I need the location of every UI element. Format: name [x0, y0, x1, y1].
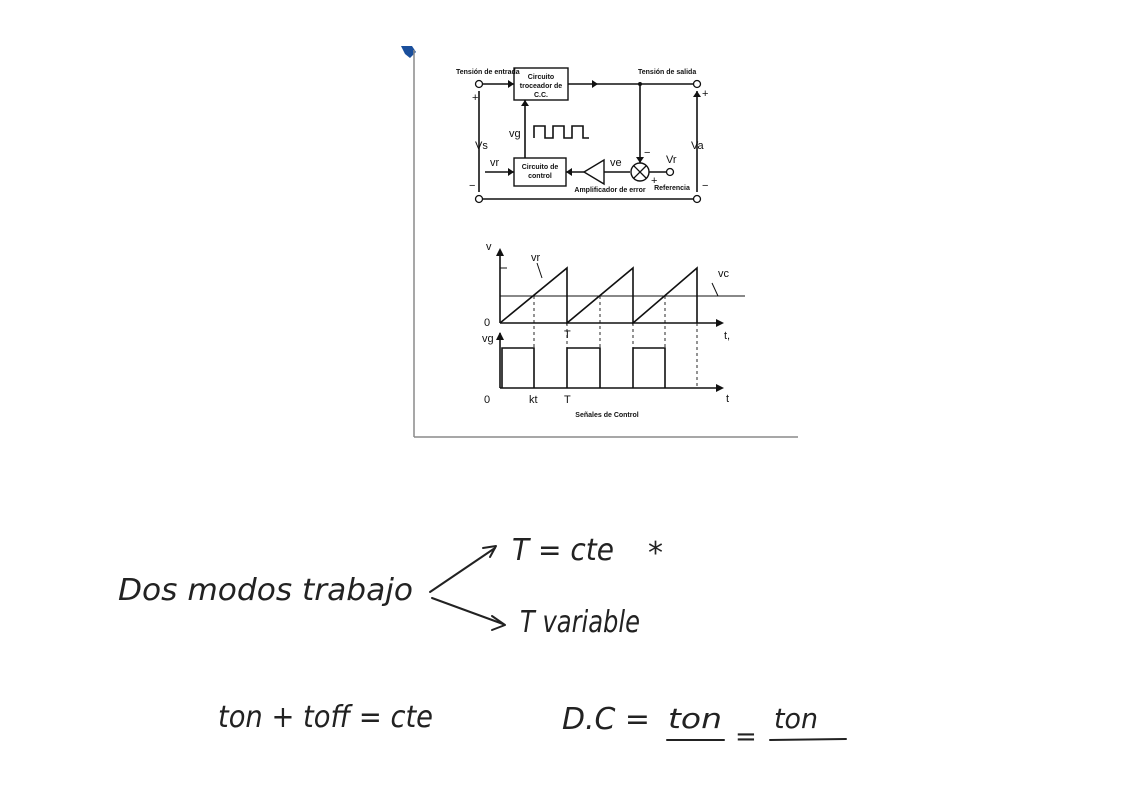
- vs-label: Vs: [475, 140, 488, 152]
- kt-label: kt: [529, 394, 538, 406]
- vr-input-label: vr: [490, 157, 500, 169]
- caption: Señales de Control: [575, 412, 638, 419]
- chopper-block: [513, 67, 569, 101]
- note-ton-toff: ton + toff = cte: [218, 700, 433, 735]
- va-minus: −: [702, 180, 708, 192]
- pin-icon[interactable]: [401, 46, 416, 58]
- note-equals: =: [735, 722, 757, 752]
- v-axis-label: v: [486, 241, 492, 253]
- vr-wave-label: vr: [531, 252, 541, 264]
- note-star: *: [648, 536, 663, 571]
- chopper-line-2: troceador de: [520, 83, 563, 90]
- block-diagram: Circuito troceador de C.C. vg Circuito d…: [456, 67, 708, 204]
- vr-ref-label: Vr: [666, 154, 677, 166]
- T-bottom-label: T: [564, 394, 571, 406]
- note-ton-2: ton: [774, 702, 818, 735]
- T-top-label: T: [564, 329, 571, 341]
- junction-plus: +: [651, 175, 657, 187]
- vc-label: vc: [718, 268, 730, 280]
- pulse-train-icon: [533, 125, 589, 139]
- waveforms: v 0 t, vc vr T vg 0 kt T t Señales de Co…: [482, 241, 745, 419]
- output-label: Tensión de salida: [638, 69, 696, 76]
- note-dc: D.C =: [562, 702, 650, 737]
- ve-label: ve: [610, 157, 622, 169]
- control-block: [513, 157, 567, 187]
- control-line-2: control: [528, 173, 552, 180]
- va-plus: +: [702, 88, 708, 100]
- note-modes: Dos modos trabajo: [118, 573, 413, 608]
- fraction-bar-2: [769, 738, 847, 741]
- arrow-down: [431, 597, 504, 625]
- vg-axis-label: vg: [482, 333, 494, 345]
- va-label: Va: [691, 140, 705, 152]
- t-bottom-label: t: [726, 393, 729, 405]
- vs-minus: −: [469, 180, 475, 192]
- control-line-1: Circuito de: [522, 164, 559, 171]
- note-T-variable: T variable: [520, 605, 640, 640]
- zero-bottom: 0: [484, 394, 490, 406]
- t-top-label: t,: [724, 330, 730, 342]
- vg-label: vg: [509, 128, 521, 140]
- note-ton-1: ton: [668, 702, 722, 735]
- arrow-up: [429, 547, 496, 593]
- chopper-line-3: C.C.: [534, 92, 548, 99]
- error-amplifier: [582, 158, 605, 186]
- vs-plus: +: [472, 92, 478, 104]
- note-T-cte: T = cte: [512, 533, 614, 568]
- zero-top: 0: [484, 317, 490, 329]
- reference-label: Referencia: [654, 185, 690, 192]
- gate-pulses: [501, 347, 666, 388]
- input-label: Tensión de entrada: [456, 69, 520, 76]
- error-amp-label: Amplificador de error: [574, 187, 645, 194]
- handwritten-notes: Dos modos trabajo T = cte * T variable t…: [118, 533, 847, 752]
- sawtooth-vr: [499, 266, 698, 325]
- junction-minus: −: [644, 147, 650, 159]
- figure-frame: [413, 50, 798, 438]
- chopper-line-1: Circuito: [528, 74, 554, 81]
